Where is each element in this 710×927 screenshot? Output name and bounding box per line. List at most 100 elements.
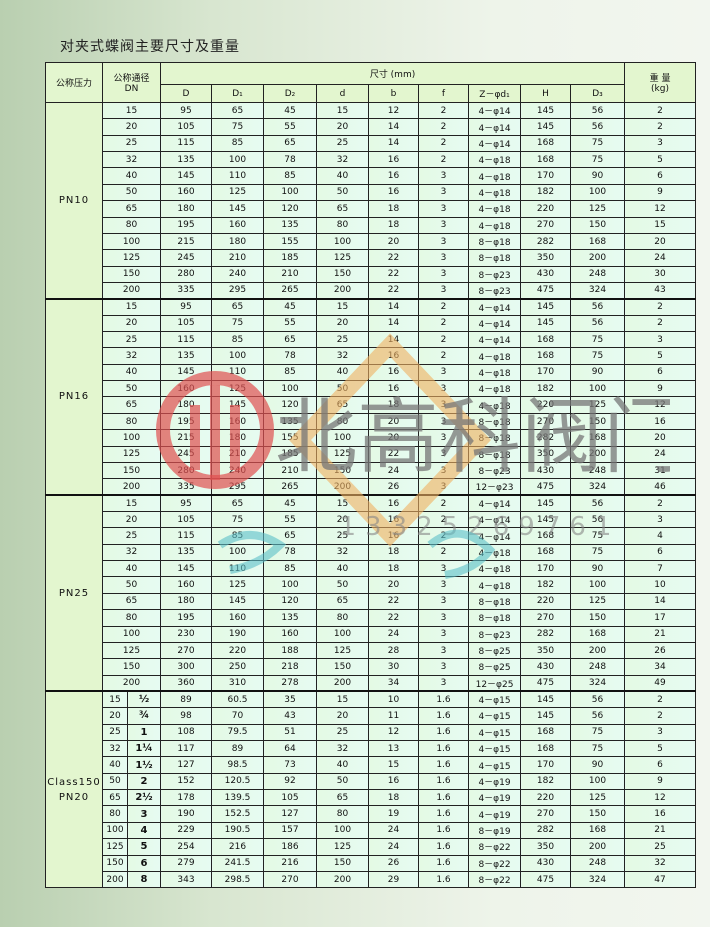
table-cell: 139.5 [211,789,265,807]
table-cell: 3 [418,461,470,480]
table-cell: 1.6 [418,772,470,791]
table-row: 150 6 279 241.5 216 150 26 1.6 8－φ22 430 248 32 [46,854,697,872]
table-cell: 295 [211,281,265,300]
table-cell: 1 [126,723,162,742]
table-row: 200 335 295 265 200 26 3 12－φ23 475 324 46 [46,478,697,496]
table-cell: 85 [211,331,265,349]
table-cell: 8－φ23 [468,625,522,643]
table-cell: 8－φ23 [468,265,522,283]
table-cell: 50 [101,183,162,202]
table-cell: 210 [211,445,265,463]
table-cell: 125 [316,838,370,856]
table-cell: 40 [316,756,370,774]
table-cell: 24 [624,249,697,267]
table-cell: 3 [624,723,697,742]
table-cell: 157 [263,821,318,840]
table-cell: 40 [316,560,370,578]
table-cell: 100 [570,772,626,791]
header-col-8: D₃ [570,84,626,103]
table-cell: 240 [211,265,265,283]
table-cell: 2 [624,494,697,512]
table-cell: 270 [520,805,572,823]
table-cell: 125 [211,576,265,594]
table-cell: 190 [160,805,213,823]
table-cell: 4－φ15 [468,690,522,709]
table-cell: 265 [263,281,318,300]
table-cell: 18 [368,216,420,234]
table-cell: 4－φ18 [468,216,522,234]
table-cell: 56 [570,707,626,725]
table-cell: 100 [211,151,265,169]
table-cell: 3 [418,592,470,611]
table-row: 25 115 85 65 25 14 2 4－φ14 168 75 3 [46,134,697,153]
table-cell: 80 [316,805,370,823]
table-cell: 3 [418,445,470,463]
table-cell: 80 [101,412,162,431]
table-cell: 2 [418,297,470,316]
table-cell: 1.6 [418,756,470,774]
table-row: PN16 15 95 65 45 15 14 2 4－φ14 145 56 2 [45,297,697,496]
table-cell: 270 [520,216,572,234]
table-cell: 145 [520,118,572,136]
header-dn: 公称通径 DN [101,62,162,103]
table-cell: 15 [101,101,162,120]
table-cell: 11 [368,707,420,725]
table-cell: 350 [520,641,572,660]
table-cell: 22 [368,281,420,300]
table-cell: 248 [570,461,626,480]
table-cell: 100 [263,576,318,594]
table-cell: 182 [520,772,572,791]
table-row: 40 1½ 127 98.5 73 40 15 1.6 4－φ15 170 90 6 [46,756,697,774]
table-cell: 145 [520,494,572,512]
table-cell: 56 [570,314,626,333]
table-cell: 100 [101,625,162,643]
table-cell: 56 [570,510,626,529]
table-cell: 150 [101,461,162,480]
table-cell: 125 [570,789,626,807]
table-cell: 430 [520,461,572,480]
table-cell: 32 [102,740,128,758]
table-cell: 145 [520,707,572,725]
table-cell: 300 [160,658,213,676]
pressure-label: PN10 [58,194,90,206]
table-cell: 4－φ18 [468,576,522,594]
table-cell: 25 [316,134,370,153]
table-cell: 4－φ15 [468,756,522,774]
table-cell: 8－φ22 [468,838,522,856]
table-cell: 135 [160,543,213,562]
table-cell: 49 [624,674,697,692]
table-cell: 14 [368,297,420,316]
table-cell: 170 [520,560,572,578]
table-cell: 3 [418,412,470,431]
table-cell: 60.5 [211,690,265,709]
table-cell: 3 [418,478,470,496]
table-cell: 65 [316,200,370,218]
table-cell: 90 [570,756,626,774]
table-cell: 75 [570,723,626,742]
table-cell: 2 [418,494,470,512]
table-cell: 13 [368,740,420,758]
table-cell: 4－φ15 [468,740,522,758]
table-cell: 248 [570,658,626,676]
document-title: 对夹式蝶阀主要尺寸及重量 [60,39,240,55]
table-cell: 18 [368,543,420,562]
table-cell: 100 [570,576,626,594]
table-cell: 20 [368,412,420,431]
table-cell: 85 [263,560,318,578]
pressure-label: PN25 [58,587,90,599]
table-cell: 75 [570,740,626,758]
table-cell: 3 [418,265,470,283]
table-cell: 55 [263,510,318,529]
table-cell: 8－φ18 [468,429,522,447]
table-cell: 168 [570,625,626,643]
table-cell: 430 [520,658,572,676]
table-cell: 40 [101,560,162,578]
table-cell: 2 [418,314,470,333]
table-cell: 220 [520,789,572,807]
table-cell: 168 [520,723,572,742]
table-row: 20 105 75 55 20 16 2 4－φ14 145 56 3 [46,510,697,529]
table-cell: 16 [368,183,420,202]
table-cell: 6 [624,543,697,562]
table-cell: 168 [520,527,572,545]
table-cell: 12 [368,101,420,120]
